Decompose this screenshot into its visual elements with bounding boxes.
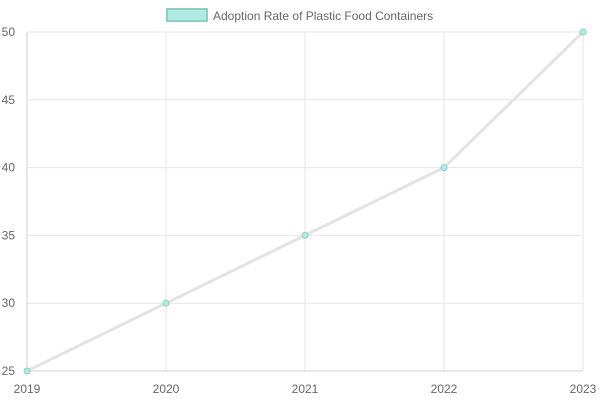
y-tick-label: 50 — [2, 25, 16, 39]
x-tick-label: 2020 — [153, 382, 180, 396]
data-point[interactable] — [162, 299, 170, 307]
legend-label[interactable]: Adoption Rate of Plastic Food Containers — [213, 9, 433, 23]
x-tick-label: 2023 — [570, 382, 597, 396]
legend[interactable]: Adoption Rate of Plastic Food Containers — [166, 8, 433, 23]
grid — [26, 31, 584, 372]
y-tick-label: 30 — [2, 296, 16, 310]
y-tick-label: 45 — [2, 93, 16, 107]
data-point[interactable] — [579, 28, 587, 36]
y-tick-label: 25 — [2, 364, 16, 378]
legend-swatch[interactable] — [166, 8, 208, 22]
data-point[interactable] — [301, 231, 309, 239]
x-tick-label: 2022 — [431, 382, 458, 396]
x-tick-label: 2021 — [292, 382, 319, 396]
series-layer — [23, 28, 587, 375]
y-axis: 25 30 35 40 45 50 — [2, 25, 16, 378]
y-tick-label: 40 — [2, 161, 16, 175]
data-point[interactable] — [440, 164, 448, 172]
x-tick-label: 2019 — [14, 382, 41, 396]
data-point[interactable] — [23, 367, 31, 375]
y-tick-label: 35 — [2, 228, 16, 242]
x-axis: 2019 2020 2021 2022 2023 — [14, 382, 597, 396]
